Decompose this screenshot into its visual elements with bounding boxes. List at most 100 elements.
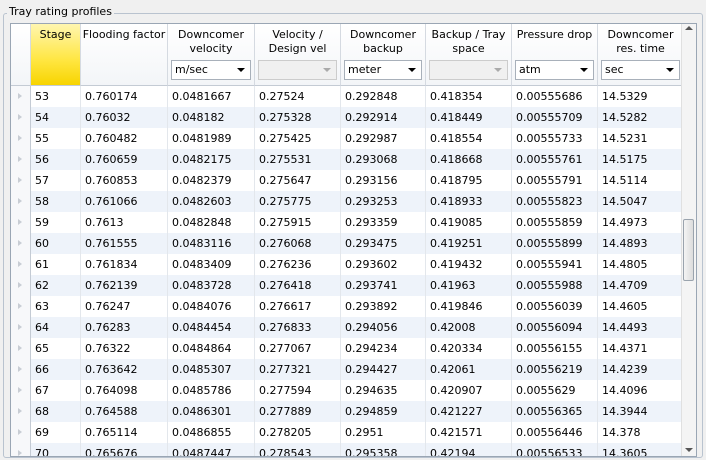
cell[interactable]: 14.5175 [598, 149, 684, 170]
cell[interactable]: 61 [31, 254, 81, 275]
cell[interactable]: 0.760174 [81, 86, 168, 107]
column-header[interactable]: Pressure drop atm [512, 24, 598, 86]
cell[interactable]: 0.76247 [81, 296, 168, 317]
cell[interactable]: 58 [31, 191, 81, 212]
scroll-down[interactable] [685, 448, 693, 452]
unit-dropdown[interactable]: atm [515, 60, 594, 80]
cell[interactable]: 14.4973 [598, 212, 684, 233]
cell[interactable]: 0.00555823 [512, 191, 598, 212]
cell[interactable]: 14.5282 [598, 107, 684, 128]
cell[interactable]: 14.3944 [598, 401, 684, 422]
cell[interactable]: 54 [31, 107, 81, 128]
cell[interactable]: 56 [31, 149, 81, 170]
cell[interactable]: 0.292848 [341, 86, 426, 107]
cell[interactable]: 69 [31, 422, 81, 443]
cell[interactable]: 0.293741 [341, 275, 426, 296]
cell[interactable]: 14.5231 [598, 128, 684, 149]
cell[interactable]: 0.76322 [81, 338, 168, 359]
cell[interactable]: 14.3605 [598, 443, 684, 456]
row-header[interactable] [11, 317, 31, 338]
row-header[interactable] [11, 275, 31, 296]
cell[interactable]: 14.4096 [598, 380, 684, 401]
cell[interactable]: 0.276833 [255, 317, 341, 338]
cell[interactable]: 0.419846 [426, 296, 512, 317]
cell[interactable]: 0.294056 [341, 317, 426, 338]
cell[interactable]: 0.42061 [426, 359, 512, 380]
cell[interactable]: 0.418668 [426, 149, 512, 170]
cell[interactable]: 0.421227 [426, 401, 512, 422]
cell[interactable]: 0.27524 [255, 86, 341, 107]
cell[interactable]: 0.418449 [426, 107, 512, 128]
cell[interactable]: 0.420334 [426, 338, 512, 359]
cell[interactable]: 0.294635 [341, 380, 426, 401]
cell[interactable]: 0.419085 [426, 212, 512, 233]
cell[interactable]: 14.4371 [598, 338, 684, 359]
cell[interactable]: 0.764588 [81, 401, 168, 422]
cell[interactable]: 0.00555941 [512, 254, 598, 275]
cell[interactable]: 0.0055629 [512, 380, 598, 401]
cell[interactable]: 64 [31, 317, 81, 338]
cell[interactable]: 0.293475 [341, 233, 426, 254]
cell[interactable]: 0.276068 [255, 233, 341, 254]
cell[interactable]: 0.00556219 [512, 359, 598, 380]
cell[interactable]: 55 [31, 128, 81, 149]
row-header[interactable] [11, 212, 31, 233]
cell[interactable]: 0.277067 [255, 338, 341, 359]
column-header[interactable]: Downcomer backup meter [341, 24, 426, 86]
cell[interactable]: 14.4605 [598, 296, 684, 317]
cell[interactable]: 0.0482848 [168, 212, 255, 233]
cell[interactable]: 0.0485786 [168, 380, 255, 401]
cell[interactable]: 0.276236 [255, 254, 341, 275]
column-header[interactable]: Backup / Tray space [426, 24, 512, 86]
cell[interactable]: 66 [31, 359, 81, 380]
cell[interactable]: 0.0486855 [168, 422, 255, 443]
cell[interactable]: 0.293359 [341, 212, 426, 233]
cell[interactable]: 0.293892 [341, 296, 426, 317]
cell[interactable]: 0.278543 [255, 443, 341, 456]
cell[interactable]: 14.4893 [598, 233, 684, 254]
cell[interactable]: 14.378 [598, 422, 684, 443]
cell[interactable]: 0.0483728 [168, 275, 255, 296]
scrollbar[interactable] [681, 24, 696, 456]
cell[interactable]: 0.419432 [426, 254, 512, 275]
cell[interactable]: 0.0482379 [168, 170, 255, 191]
row-header[interactable] [11, 422, 31, 443]
cell[interactable]: 0.00556039 [512, 296, 598, 317]
unit-dropdown[interactable]: m/sec [171, 60, 251, 80]
cell[interactable]: 0.418354 [426, 86, 512, 107]
column-header[interactable]: Velocity / Design vel [255, 24, 341, 86]
cell[interactable]: 0.278205 [255, 422, 341, 443]
row-header[interactable] [11, 107, 31, 128]
row-header[interactable] [11, 296, 31, 317]
row-header[interactable] [11, 338, 31, 359]
cell[interactable]: 0.0484454 [168, 317, 255, 338]
cell[interactable]: 0.00556094 [512, 317, 598, 338]
cell[interactable]: 0.00555859 [512, 212, 598, 233]
cell[interactable]: 0.275531 [255, 149, 341, 170]
cell[interactable]: 53 [31, 86, 81, 107]
cell[interactable]: 60 [31, 233, 81, 254]
cell[interactable]: 0.293068 [341, 149, 426, 170]
cell[interactable]: 67 [31, 380, 81, 401]
cell[interactable]: 0.761555 [81, 233, 168, 254]
cell[interactable]: 14.4239 [598, 359, 684, 380]
cell[interactable]: 0.420907 [426, 380, 512, 401]
cell[interactable]: 0.275425 [255, 128, 341, 149]
cell[interactable]: 0.764098 [81, 380, 168, 401]
cell[interactable]: 0.00555733 [512, 128, 598, 149]
cell[interactable]: 0.76032 [81, 107, 168, 128]
row-header[interactable] [11, 128, 31, 149]
cell[interactable]: 68 [31, 401, 81, 422]
row-header[interactable] [11, 401, 31, 422]
cell[interactable]: 0.294859 [341, 401, 426, 422]
cell[interactable]: 0.7613 [81, 212, 168, 233]
cell[interactable]: 0.00555988 [512, 275, 598, 296]
row-header[interactable] [11, 170, 31, 191]
cell[interactable]: 0.2951 [341, 422, 426, 443]
cell[interactable]: 14.4493 [598, 317, 684, 338]
cell[interactable]: 59 [31, 212, 81, 233]
cell[interactable]: 14.5114 [598, 170, 684, 191]
cell[interactable]: 0.00556446 [512, 422, 598, 443]
cell[interactable]: 0.277321 [255, 359, 341, 380]
cell[interactable]: 0.00555686 [512, 86, 598, 107]
